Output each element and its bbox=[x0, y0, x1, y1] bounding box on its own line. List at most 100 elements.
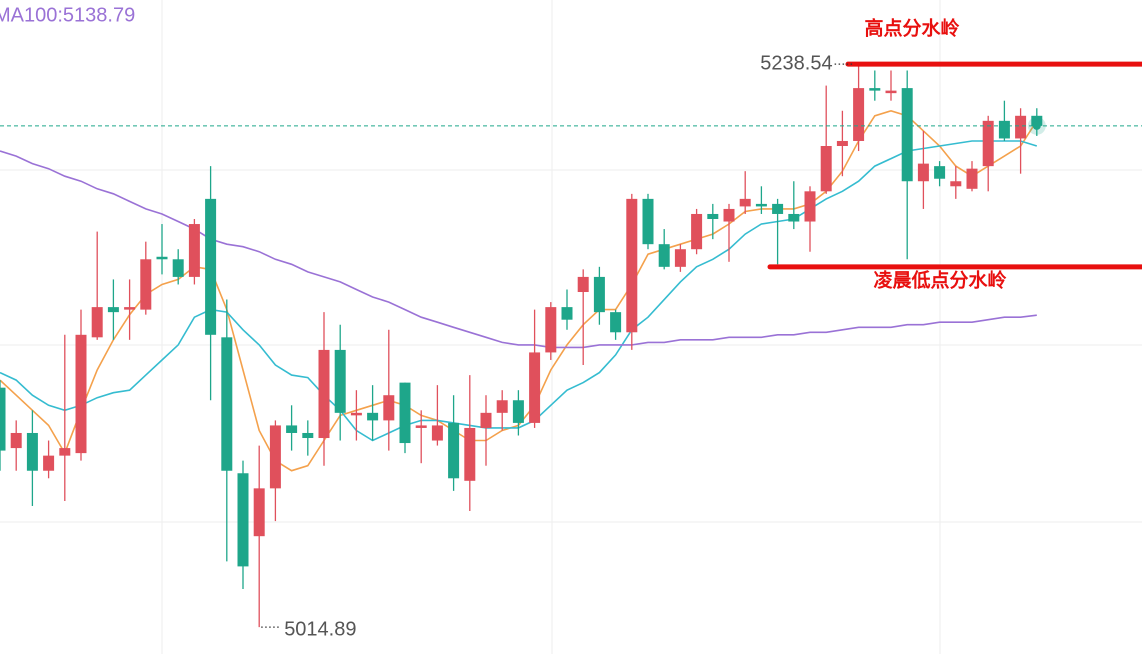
candle bbox=[917, 130, 929, 209]
candle-body bbox=[124, 307, 136, 310]
candle bbox=[124, 279, 136, 340]
candle bbox=[399, 382, 411, 454]
candle-body bbox=[966, 168, 978, 189]
candle bbox=[253, 445, 265, 628]
candle-body bbox=[950, 181, 962, 187]
candle-body bbox=[885, 90, 897, 94]
candle-body bbox=[561, 307, 573, 320]
candle-body bbox=[350, 412, 362, 416]
candle bbox=[205, 166, 217, 401]
candle bbox=[415, 410, 427, 464]
candle bbox=[561, 289, 573, 330]
candle bbox=[788, 181, 800, 230]
candle-body bbox=[674, 249, 686, 267]
candle bbox=[1015, 108, 1027, 174]
candle-body bbox=[1031, 115, 1043, 126]
candle bbox=[269, 420, 281, 522]
candle-body bbox=[221, 337, 233, 471]
candle bbox=[221, 299, 233, 562]
low-price-label: 5014.89 bbox=[284, 618, 356, 640]
candle-body bbox=[982, 120, 994, 167]
candle-body bbox=[739, 198, 751, 207]
candle bbox=[529, 309, 541, 428]
candle bbox=[91, 231, 103, 340]
candle bbox=[172, 249, 184, 285]
candle bbox=[26, 410, 38, 506]
candle-body bbox=[269, 425, 281, 489]
candle-body bbox=[901, 88, 913, 182]
level-label: 高点分水岭 bbox=[864, 16, 959, 39]
candle-body bbox=[577, 276, 589, 293]
candle-body bbox=[804, 191, 816, 222]
candle-body bbox=[917, 163, 929, 182]
candle bbox=[723, 203, 735, 262]
ma100-label: MA100:5138.79 bbox=[0, 4, 135, 26]
candle bbox=[642, 193, 654, 250]
candle-body bbox=[205, 198, 217, 335]
candle bbox=[496, 390, 508, 431]
candle-body bbox=[237, 473, 249, 567]
candle bbox=[302, 420, 314, 456]
candle bbox=[901, 70, 913, 260]
candle-body bbox=[318, 349, 330, 439]
candle-body bbox=[10, 432, 22, 449]
candle bbox=[334, 324, 346, 441]
candle-body bbox=[626, 198, 638, 333]
candle bbox=[188, 219, 200, 285]
candle bbox=[836, 110, 848, 177]
candle bbox=[593, 266, 605, 325]
candle bbox=[286, 405, 298, 451]
candle-body bbox=[286, 425, 298, 433]
candle-body bbox=[707, 213, 719, 220]
candle bbox=[853, 64, 865, 152]
candle-body bbox=[399, 382, 411, 444]
candle bbox=[577, 269, 589, 366]
candle-body bbox=[1015, 115, 1027, 139]
candle-body bbox=[545, 307, 557, 353]
candle-body bbox=[529, 352, 541, 423]
candle bbox=[982, 115, 994, 192]
candle bbox=[156, 224, 168, 275]
candle-body bbox=[610, 312, 622, 333]
candle-body bbox=[0, 387, 6, 451]
candle bbox=[43, 440, 55, 479]
candle bbox=[820, 85, 832, 194]
candle bbox=[480, 395, 492, 466]
high-price-label: 5238.54 bbox=[760, 52, 832, 74]
candle bbox=[739, 171, 751, 214]
candle bbox=[934, 161, 946, 187]
candle bbox=[950, 166, 962, 199]
candle-body bbox=[853, 88, 865, 141]
candle-body bbox=[836, 140, 848, 147]
candle bbox=[512, 390, 524, 436]
candle bbox=[237, 460, 249, 590]
candle-body bbox=[107, 307, 119, 313]
candle-body bbox=[172, 259, 184, 277]
candle-body bbox=[820, 146, 832, 192]
candle-body bbox=[496, 400, 508, 413]
candle bbox=[804, 186, 816, 252]
candle bbox=[545, 302, 557, 360]
candle bbox=[318, 312, 330, 466]
candle-body bbox=[480, 412, 492, 428]
last-price-dot bbox=[1032, 121, 1041, 130]
candle-body bbox=[658, 244, 670, 267]
candle bbox=[59, 334, 71, 501]
candle-body bbox=[448, 422, 460, 479]
candle-body bbox=[26, 432, 38, 471]
candle-body bbox=[253, 488, 265, 537]
candle bbox=[998, 100, 1010, 141]
candle-body bbox=[156, 256, 168, 260]
candle bbox=[10, 420, 22, 471]
candle-body bbox=[415, 425, 427, 428]
candle-body bbox=[934, 166, 946, 179]
candle-body bbox=[431, 425, 443, 441]
candle-body bbox=[755, 203, 767, 207]
candle-body bbox=[464, 427, 476, 481]
candle-body bbox=[383, 395, 395, 421]
candle bbox=[610, 309, 622, 340]
candle bbox=[869, 70, 881, 101]
candle bbox=[350, 390, 362, 441]
